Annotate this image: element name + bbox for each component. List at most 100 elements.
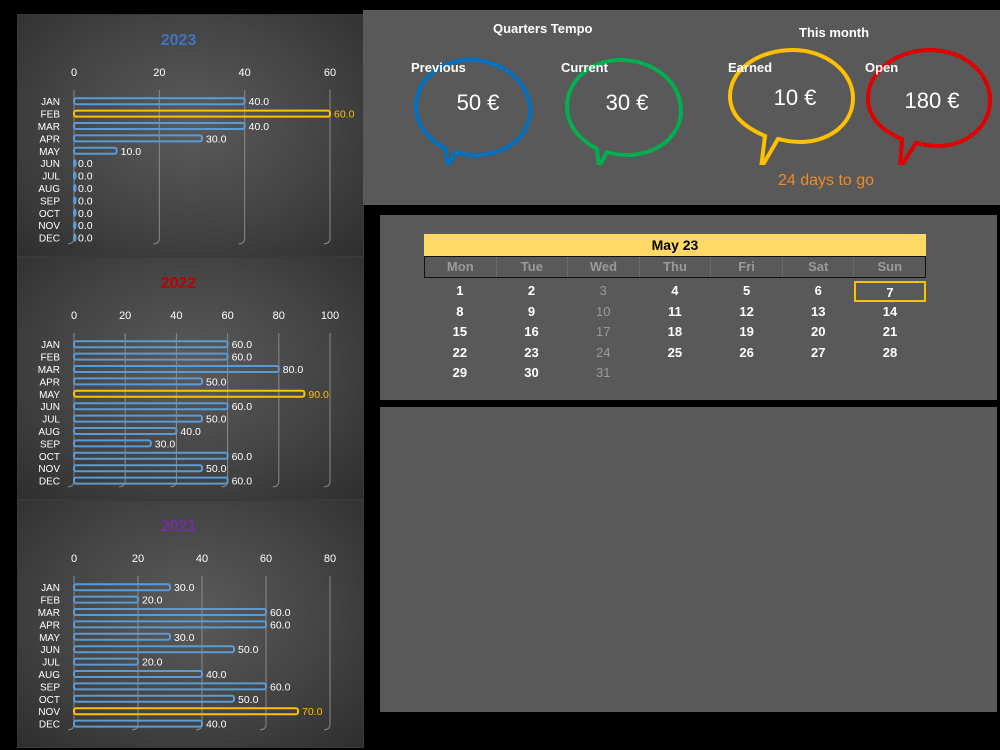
calendar-day[interactable]: 22 xyxy=(452,344,468,360)
year-2021-panel: 2021 0 20 40 60 80 JAN 30.0 FEB 20.0 MAR 60.0 APR 60.… xyxy=(17,500,364,748)
calendar-day[interactable]: 14 xyxy=(882,303,898,319)
calendar-day[interactable]: 8 xyxy=(456,303,464,319)
calendar-day[interactable]: 16 xyxy=(524,324,539,339)
calendar-day[interactable]: 4 xyxy=(671,283,679,298)
bar xyxy=(73,171,77,180)
bar xyxy=(73,196,77,205)
month-label: AUG xyxy=(38,184,60,195)
current-label: Current xyxy=(561,60,608,75)
month-label: MAR xyxy=(38,365,60,376)
month-label: MAR xyxy=(38,608,60,619)
calendar-day[interactable]: 26 xyxy=(739,344,754,360)
calendar-day[interactable]: 11 xyxy=(668,303,682,319)
tick-label: 80 xyxy=(273,310,285,322)
data-label: 0.0 xyxy=(78,158,93,170)
tick-label: 20 xyxy=(153,67,165,79)
calendar-day[interactable]: 27 xyxy=(811,344,826,360)
calendar-week-row: 29 30 31 xyxy=(424,363,926,384)
earned-label: Earned xyxy=(728,60,773,75)
calendar-day[interactable]: 2 xyxy=(527,283,536,298)
data-label: 40.0 xyxy=(249,96,270,108)
weekday-label: Fri xyxy=(711,257,783,277)
calendar-day xyxy=(782,363,854,384)
month-label: APR xyxy=(39,620,60,631)
data-label: 70.0 xyxy=(302,706,323,718)
data-label: 40.0 xyxy=(206,669,227,681)
calendar-day[interactable]: 18 xyxy=(667,324,683,339)
tick-label: 20 xyxy=(132,553,144,565)
calendar-day[interactable]: 15 xyxy=(452,324,468,339)
bar xyxy=(73,159,77,168)
bar xyxy=(73,670,203,678)
bar xyxy=(73,109,331,118)
tick-label: 40 xyxy=(170,310,182,322)
calendar-day[interactable]: 20 xyxy=(811,324,826,339)
weekday-label: Mon xyxy=(425,257,497,277)
calendar-grid: 1 2 3 4 5 6 7 8 9 10 11 12 13 14 15 16 17 18 19 20 21 22 23 24 2… xyxy=(424,281,926,384)
bar xyxy=(73,451,229,460)
earned-bubble xyxy=(727,47,856,165)
calendar-day[interactable]: 30 xyxy=(524,365,539,380)
year-2023-chart: 2023 0 20 40 60 JAN 40.0 FEB 60.0 MAR 40.0 APR 30.0 M… xyxy=(38,32,355,245)
bar xyxy=(73,439,152,448)
calendar-panel: May 23 Mon Tue Wed Thu Fri Sat Sun 1 2 3 4 5 6 7 8 9 10… xyxy=(380,215,997,400)
calendar-day[interactable]: 25 xyxy=(667,344,683,360)
tick-label: 60 xyxy=(221,310,233,322)
calendar-day[interactable]: 5 xyxy=(742,283,751,298)
month-label: OCT xyxy=(39,452,60,463)
data-label: 50.0 xyxy=(206,414,227,426)
calendar-day[interactable]: 24 xyxy=(595,344,611,360)
bar xyxy=(73,427,178,435)
data-label: 0.0 xyxy=(78,220,93,232)
calendar-day[interactable]: 1 xyxy=(456,283,464,298)
bar xyxy=(73,122,246,130)
calendar-title: May 23 xyxy=(424,234,926,256)
tick-label: 100 xyxy=(321,310,339,322)
month-label: JUL xyxy=(42,172,60,183)
calendar-day[interactable]: 28 xyxy=(882,344,898,360)
gridline xyxy=(323,576,331,731)
month-label: JAN xyxy=(41,340,60,351)
calendar-day[interactable]: 31 xyxy=(595,365,611,380)
days-to-go-text: 24 days to go xyxy=(778,172,875,189)
data-label: 40.0 xyxy=(180,426,201,438)
previous-label: Previous xyxy=(411,60,466,75)
calendar-day xyxy=(711,363,783,384)
data-label: 60.0 xyxy=(232,451,253,463)
data-label: 80.0 xyxy=(283,364,304,376)
month-label: AUG xyxy=(38,670,60,681)
previous-value: 50 € xyxy=(456,90,500,115)
month-label: JUN xyxy=(41,159,60,170)
weekday-label: Thu xyxy=(640,257,712,277)
calendar-day[interactable]: 19 xyxy=(739,324,754,339)
calendar-day[interactable]: 7 xyxy=(854,281,926,302)
calendar-day[interactable]: 6 xyxy=(814,283,822,298)
calendar-day[interactable]: 23 xyxy=(524,344,539,360)
calendar-day[interactable]: 21 xyxy=(882,324,898,339)
calendar-day[interactable]: 13 xyxy=(811,303,826,319)
earned-value: 10 € xyxy=(773,85,817,110)
data-label: 50.0 xyxy=(206,463,227,475)
month-label: JAN xyxy=(41,97,60,108)
bar xyxy=(73,645,235,654)
tick-label: 0 xyxy=(71,310,77,322)
calendar-day[interactable]: 10 xyxy=(595,303,611,319)
month-label: NOV xyxy=(38,221,60,232)
bar xyxy=(73,146,118,155)
calendar-day[interactable]: 12 xyxy=(739,303,754,319)
data-label: 40.0 xyxy=(249,121,270,133)
calendar-day[interactable]: 29 xyxy=(452,365,468,380)
year-2023-panel: 2023 0 20 40 60 JAN 40.0 FEB 60.0 MAR 40.0 APR 30.0 M… xyxy=(17,14,364,257)
calendar-day[interactable]: 17 xyxy=(595,324,611,339)
data-label: 20.0 xyxy=(142,657,163,669)
calendar-day[interactable]: 3 xyxy=(599,283,607,298)
data-label: 40.0 xyxy=(206,719,227,731)
month-label: JUL xyxy=(42,415,60,426)
month-label: DEC xyxy=(39,477,60,488)
bar xyxy=(73,707,299,716)
data-label: 30.0 xyxy=(174,632,195,644)
bar xyxy=(73,352,229,361)
calendar-day[interactable]: 9 xyxy=(527,303,536,319)
bar xyxy=(73,389,306,398)
bar xyxy=(73,414,203,423)
